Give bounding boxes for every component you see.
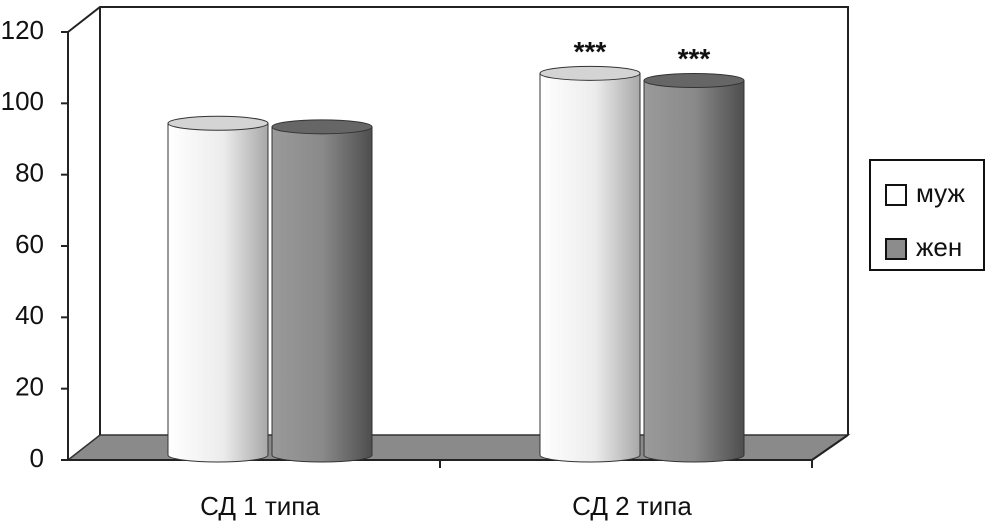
bar (167, 115, 269, 463)
bar-top (539, 65, 641, 81)
y-tick-label: 100 (1, 86, 44, 116)
legend-swatch (885, 238, 907, 260)
legend-label: муж (916, 178, 965, 208)
legend-box (869, 159, 985, 271)
y-tick-label: 80 (15, 158, 44, 188)
legend-label: жен (916, 232, 962, 262)
bar-body (167, 122, 269, 463)
bar-top (271, 119, 373, 135)
bar-body (643, 80, 745, 463)
legend-swatch (885, 184, 907, 206)
y-tick-label: 60 (15, 229, 44, 259)
y-tick-label: 20 (15, 372, 44, 402)
bar (643, 73, 745, 463)
bar-body (271, 126, 373, 463)
bar-body (539, 72, 641, 463)
bar-top (167, 115, 269, 131)
bar (539, 65, 641, 463)
bar (271, 119, 373, 463)
x-tick-label: СД 1 типа (200, 491, 320, 521)
annotation: *** (574, 36, 607, 67)
x-tick-label: СД 2 типа (572, 491, 692, 521)
y-tick-label: 40 (15, 300, 44, 330)
y-tick-label: 0 (30, 443, 44, 473)
y-tick-label: 120 (1, 15, 44, 45)
bar-top (643, 73, 745, 88)
annotation: *** (678, 43, 711, 74)
